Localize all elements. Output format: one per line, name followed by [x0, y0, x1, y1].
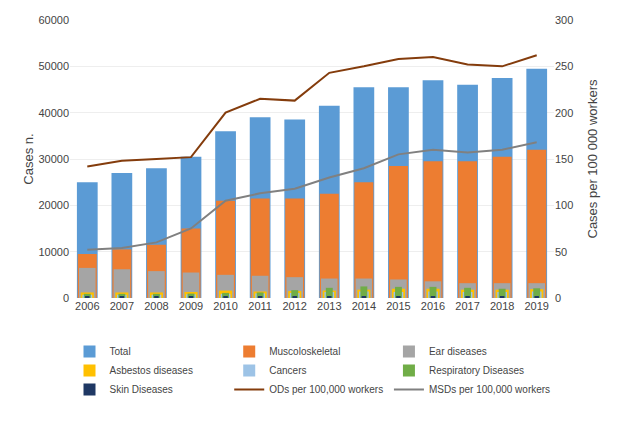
svg-text:200: 200 [555, 107, 573, 119]
svg-text:60000: 60000 [38, 14, 69, 26]
svg-text:2006: 2006 [75, 300, 99, 312]
svg-text:Cases n.: Cases n. [21, 133, 36, 184]
svg-text:2011: 2011 [248, 300, 272, 312]
svg-text:2017: 2017 [455, 300, 479, 312]
svg-text:2012: 2012 [282, 300, 306, 312]
svg-text:Respiratory Diseases: Respiratory Diseases [429, 365, 524, 376]
svg-text:Asbestos diseases: Asbestos diseases [110, 365, 193, 376]
svg-text:2016: 2016 [421, 300, 445, 312]
svg-text:30000: 30000 [38, 153, 69, 165]
svg-text:2018: 2018 [490, 300, 514, 312]
svg-text:2014: 2014 [352, 300, 376, 312]
svg-text:100: 100 [555, 199, 573, 211]
svg-text:0: 0 [63, 292, 69, 304]
svg-text:2010: 2010 [213, 300, 237, 312]
svg-text:0: 0 [555, 292, 561, 304]
svg-text:2019: 2019 [524, 300, 548, 312]
svg-text:10000: 10000 [38, 246, 69, 258]
svg-text:Cases per 100 000 workers: Cases per 100 000 workers [585, 79, 600, 238]
svg-text:Skin Diseases: Skin Diseases [110, 384, 173, 395]
svg-text:50: 50 [555, 246, 567, 258]
svg-text:Muscoloskeletal: Muscoloskeletal [269, 346, 340, 357]
svg-text:ODs per 100,000 workers: ODs per 100,000 workers [269, 384, 383, 395]
svg-text:50000: 50000 [38, 60, 69, 72]
svg-text:Total: Total [110, 346, 131, 357]
svg-text:Ear diseases: Ear diseases [429, 346, 487, 357]
svg-text:2009: 2009 [179, 300, 203, 312]
svg-text:300: 300 [555, 14, 573, 26]
svg-text:Cancers: Cancers [269, 365, 306, 376]
svg-text:2015: 2015 [386, 300, 410, 312]
svg-text:40000: 40000 [38, 107, 69, 119]
svg-text:250: 250 [555, 60, 573, 72]
svg-text:150: 150 [555, 153, 573, 165]
svg-text:2008: 2008 [144, 300, 168, 312]
svg-text:2007: 2007 [110, 300, 134, 312]
svg-text:MSDs per 100,000 workers: MSDs per 100,000 workers [429, 384, 550, 395]
svg-text:20000: 20000 [38, 199, 69, 211]
svg-text:2013: 2013 [317, 300, 341, 312]
